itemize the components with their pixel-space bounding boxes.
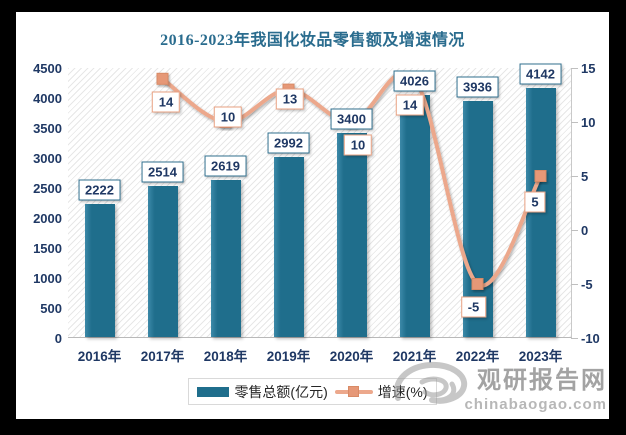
bar-value-label: 2992: [267, 132, 310, 154]
y-axis-right-tick: -5: [581, 277, 593, 292]
watermark: 观研报告网 chinabaogao.com: [464, 367, 607, 414]
line-value-label: 14: [151, 91, 181, 113]
line-marker: [156, 72, 169, 85]
bar-value-label: 2514: [141, 161, 184, 183]
plot-area: [68, 68, 572, 338]
bar-2018年: [210, 179, 241, 337]
bar-value-label: 3936: [456, 76, 499, 98]
bar-2021年: [399, 95, 430, 337]
x-axis-label: 2021年: [392, 349, 437, 364]
bar-value-label: 2222: [78, 179, 121, 201]
x-axis-label: 2018年: [203, 349, 248, 364]
bar-2016年: [84, 203, 115, 337]
y-axis-right-tick: 0: [581, 223, 589, 238]
y-axis-left-tick: 2000: [33, 211, 62, 226]
bar-value-label: 2619: [204, 155, 247, 177]
y-axis-right-tick-mark: [571, 176, 578, 177]
line-value-label: 10: [213, 106, 243, 128]
chart-title: 2016-2023年我国化妆品零售额及增速情况: [160, 32, 465, 49]
legend-label-growth: 增速(%): [377, 383, 428, 400]
y-axis-right-tick: 5: [581, 169, 589, 184]
y-axis-left-tick: 2500: [33, 181, 62, 196]
y-axis-left-tick: 0: [54, 331, 62, 346]
x-axis-label: 2017年: [140, 349, 185, 364]
line-value-label: 13: [275, 88, 305, 110]
y-axis-left-tick: 500: [40, 301, 62, 316]
line-value-label: 5: [524, 191, 546, 213]
y-axis-left-tick: 1000: [33, 271, 62, 286]
growth-line: [160, 70, 543, 288]
x-axis-label: 2019年: [266, 349, 311, 364]
line-value-label: -5: [460, 296, 487, 318]
bar-2017年: [147, 186, 178, 337]
line-value-label: 10: [343, 134, 373, 156]
legend-item-retail: 零售总额(亿元): [197, 382, 328, 402]
x-axis-label: 2022年: [455, 349, 500, 364]
y-axis-left-tick: 1500: [33, 241, 62, 256]
bar-2019年: [273, 157, 304, 337]
x-axis-label: 2023年: [518, 349, 563, 364]
bar-value-label: 4142: [519, 63, 562, 85]
y-axis-right-tick-mark: [571, 122, 578, 123]
y-axis-right-tick-mark: [571, 338, 578, 339]
y-axis-left-tick: 3500: [33, 121, 62, 136]
y-axis-left-tick: 3000: [33, 151, 62, 166]
line-marker: [534, 170, 547, 182]
x-axis-label: 2016年: [77, 349, 122, 364]
y-axis-right-tick: -10: [581, 331, 600, 346]
bar-value-label: 4026: [393, 70, 436, 92]
y-axis-right-tick-mark: [571, 68, 578, 69]
line-series-swatch-icon: [334, 386, 373, 397]
y-axis-right-tick-mark: [571, 230, 578, 231]
chart-canvas: 2016-2023年我国化妆品零售额及增速情况 4500 4000 3500 3000…: [16, 12, 609, 419]
y-axis-left-tick: 4000: [33, 91, 62, 106]
y-axis-right-tick: 15: [581, 61, 596, 76]
bar-series-swatch-icon: [197, 386, 230, 397]
legend-label-retail: 零售总额(亿元): [234, 383, 328, 400]
bar-value-label: 3400: [330, 108, 373, 130]
bar-2023年: [525, 88, 556, 337]
growth-line-chart: [156, 70, 547, 290]
watermark-brand: 观研报告网: [477, 367, 607, 394]
line-marker: [471, 278, 484, 290]
bar-2020年: [336, 133, 367, 337]
y-axis-right-tick: 10: [581, 115, 596, 130]
line-value-label: 14: [395, 94, 425, 116]
legend-item-growth: 增速(%): [334, 382, 428, 402]
y-axis-right-tick-mark: [571, 284, 578, 285]
watermark-logo-icon: [393, 361, 468, 404]
x-axis-label: 2020年: [329, 349, 374, 364]
y-axis-left-tick: 4500: [33, 61, 62, 76]
watermark-domain: chinabaogao.com: [464, 396, 607, 413]
